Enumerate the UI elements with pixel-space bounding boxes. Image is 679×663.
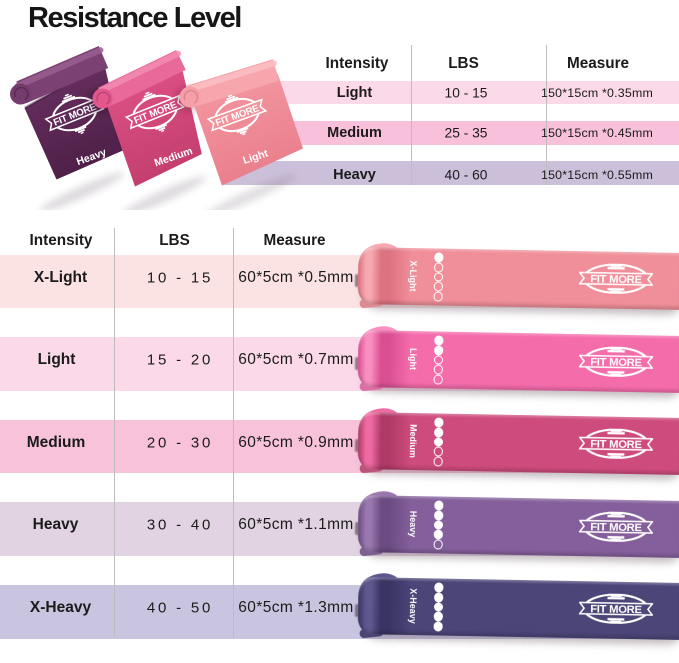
svg-text:FIT MORE: FIT MORE — [589, 273, 642, 286]
svg-text:FIT MORE: FIT MORE — [589, 356, 642, 369]
svg-text:FIT MORE: FIT MORE — [589, 521, 642, 534]
svg-text:FIT MORE: FIT MORE — [589, 438, 642, 451]
svg-text:FIT MORE: FIT MORE — [589, 603, 642, 616]
